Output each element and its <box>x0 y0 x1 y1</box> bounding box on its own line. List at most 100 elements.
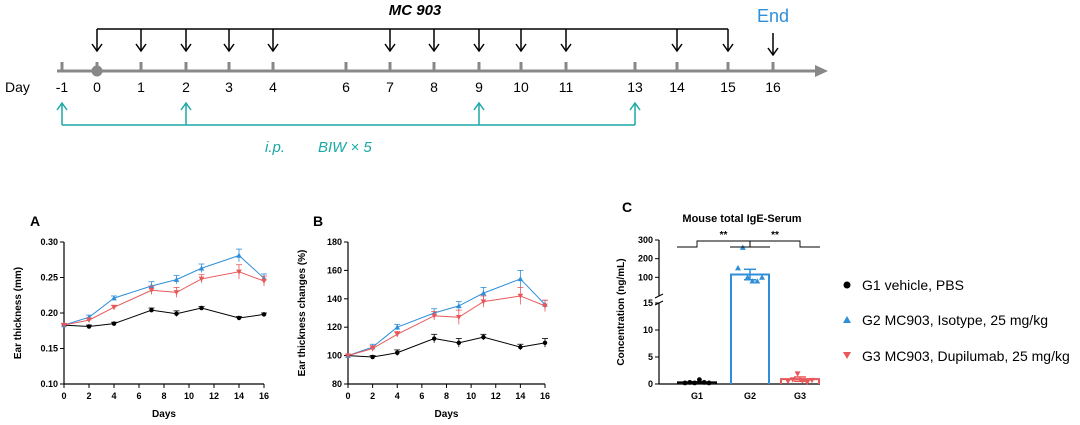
mc903-arrowhead <box>671 43 683 53</box>
panel-b-series-line-g3 <box>347 295 546 357</box>
legend-marker-g1 <box>843 281 851 289</box>
panel-letter-c: C <box>622 199 632 215</box>
panel-a-x-tick-label: 10 <box>184 391 194 401</box>
panel-a-x-tick-label: 14 <box>234 391 244 401</box>
panel-b-y-tick-label: 160 <box>327 265 342 275</box>
day-tick-label: -1 <box>56 79 69 95</box>
panel-c-title: Mouse total IgE-Serum <box>682 213 801 225</box>
panel-c-point-g3 <box>785 378 791 385</box>
day-tick-label: 2 <box>182 79 190 95</box>
panel-b-point-g3 <box>456 315 462 321</box>
panel-b-point-g1 <box>370 354 375 360</box>
ip-arrowhead <box>473 101 485 111</box>
day-axis-label: Day <box>5 79 30 95</box>
panel-a-y-tick-label: 0.10 <box>40 379 58 389</box>
panel-c-point-g1 <box>687 379 693 385</box>
panel-b-y-tick-label: 120 <box>327 322 342 332</box>
panel-b-x-axis-label: Days <box>435 409 459 420</box>
panel-a-series-line-g3 <box>63 271 265 326</box>
panel-a-point-g1 <box>199 305 204 311</box>
panel-a-point-g3 <box>173 290 180 296</box>
mc903-arrowhead <box>722 43 734 53</box>
mc903-arrowhead <box>384 43 396 53</box>
legend: G1 vehicle, PBS G2 MC903, Isotype, 25 mg… <box>843 277 1070 364</box>
panel-a-y-tick-label: 0.25 <box>40 273 58 283</box>
panel-a-x-tick-label: 2 <box>86 391 91 401</box>
panel-c-y-axis-label: Concentration (ng/mL) <box>616 258 627 365</box>
panel-a-series-line-g1 <box>63 307 265 327</box>
panel-b-point-g3 <box>480 299 487 305</box>
panel-a-point-g3 <box>198 276 205 282</box>
mc903-arrowhead <box>91 43 103 53</box>
panel-b-point-g2 <box>456 303 462 309</box>
panel-b-y-tick-label: 80 <box>332 379 342 389</box>
panel-a-y-tick-label: 0.30 <box>40 237 58 247</box>
panel-a-series-line-g2 <box>63 254 265 326</box>
panel-b-y-tick-label: 140 <box>327 294 342 304</box>
panel-a-point-g1 <box>86 324 92 329</box>
panel-a-point-g1 <box>236 315 242 321</box>
panel-a-x-tick-label: 0 <box>61 391 66 401</box>
panel-b-x-tick-label: 10 <box>466 391 476 401</box>
panel-b-point-g3 <box>345 353 351 359</box>
panel-b-point-g1 <box>395 350 400 356</box>
day-tick-label: 6 <box>342 79 350 95</box>
panel-c-point-g3 <box>804 379 811 386</box>
panel-c-bar-g2 <box>730 273 770 384</box>
mc903-arrowhead <box>135 43 147 53</box>
end-arrowhead <box>767 47 779 57</box>
day-tick-label: 15 <box>720 79 736 95</box>
panel-b-x-tick-label: 4 <box>395 391 400 401</box>
panel-c-category-label-g2: G2 <box>744 391 756 401</box>
mc903-arrowhead <box>223 43 235 53</box>
chart-panel-a: 0 2 4 6 8 10 12 14 16 0.10 0.15 0.20 0.25 0.30 Days Ear… <box>13 237 269 420</box>
panel-c-point-g1 <box>682 380 688 386</box>
panel-c-point-g2 <box>735 265 741 271</box>
panel-b-point-g3 <box>369 346 376 352</box>
panel-a-point-g3 <box>86 317 92 323</box>
panel-b-x-tick-label: 12 <box>491 391 501 401</box>
panel-c-significance-label: ** <box>771 230 779 241</box>
day-zero-marker <box>91 65 103 77</box>
day-tick-label: 8 <box>430 79 438 95</box>
legend-marker-g2 <box>843 316 851 323</box>
panel-c-point-g1 <box>706 380 712 386</box>
panel-c-y-tick-label: 0 <box>648 379 653 389</box>
panel-a-x-tick-label: 6 <box>136 391 141 401</box>
panel-c-point-g1 <box>701 379 707 385</box>
day-tick-label: 13 <box>627 79 643 95</box>
panel-c-category-label-g3: G3 <box>794 391 806 401</box>
panel-b-point-g1 <box>518 344 523 350</box>
panel-c-point-g2 <box>749 278 756 284</box>
legend-marker-g3 <box>843 352 851 359</box>
panel-a-x-tick-label: 12 <box>209 391 219 401</box>
day-tick-label: 9 <box>475 79 483 95</box>
panel-b-point-g1 <box>431 336 437 341</box>
ip-arrowhead <box>180 101 192 111</box>
panel-b-series-line-g2 <box>347 278 546 357</box>
day-tick-label: 14 <box>669 79 685 95</box>
panel-b-point-g2 <box>517 276 524 282</box>
treatment-timeline: MC 903 End Day -1 0 1 2 3 4 6 7 8 9 10 11 13 14 15 16 i… <box>5 2 828 156</box>
day-tick-label: 16 <box>765 79 781 95</box>
panel-b-series-line-g1 <box>347 336 546 358</box>
panel-b-x-tick-label: 16 <box>540 391 550 401</box>
panel-c-point-g2 <box>754 278 761 284</box>
panel-b-y-tick-label: 100 <box>327 351 342 361</box>
panel-c-point-g3 <box>799 378 806 384</box>
panel-a-y-tick-label: 0.15 <box>40 344 58 354</box>
day-tick-label: 0 <box>93 79 101 95</box>
day-tick-label: 7 <box>386 79 394 95</box>
panel-a-point-g3 <box>261 278 267 284</box>
timeline-axis: -1 0 1 2 3 4 6 7 8 9 10 11 13 14 15 16 <box>56 28 828 126</box>
panel-c-y-tick-label: 15 <box>643 298 653 308</box>
panel-b-x-tick-label: 8 <box>444 391 449 401</box>
panel-c-significance-bracket <box>677 240 770 248</box>
day-tick-label: 1 <box>137 79 145 95</box>
mc903-arrowhead <box>428 43 440 53</box>
day-tick-label: 3 <box>225 79 233 95</box>
mc903-arrowhead <box>267 43 279 53</box>
ip-schedule-label: BIW × 5 <box>318 139 372 156</box>
panel-a-point-g2 <box>198 265 205 271</box>
